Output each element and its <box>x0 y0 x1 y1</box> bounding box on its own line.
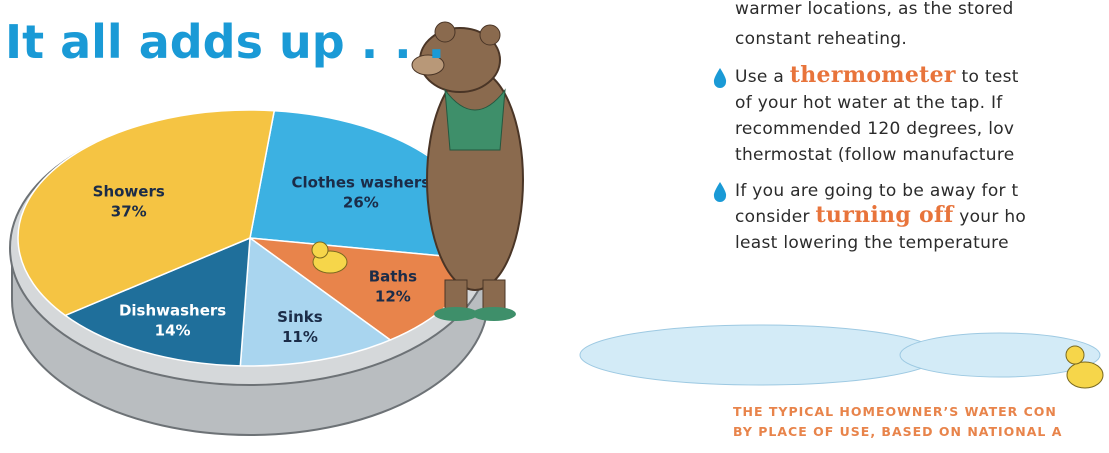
slice-value: 26% <box>343 194 379 212</box>
drop-icon <box>714 68 726 88</box>
tip-text: least lowering the temperature <box>735 233 1009 253</box>
tip-text: consider <box>735 207 815 227</box>
tip-line: recommended 120 degrees, lov <box>735 119 1014 139</box>
slice-name: Dishwashers <box>119 302 226 320</box>
chart-title: It all adds up . . . <box>5 15 445 69</box>
caption: THE TYPICAL HOMEOWNER’S WATER CON BY PLAC… <box>733 404 1062 439</box>
slice-name: Sinks <box>277 308 323 326</box>
slice-name: Showers <box>93 182 165 200</box>
tip-line: constant reheating. <box>735 29 907 49</box>
emphasis: turning off <box>815 202 954 228</box>
tip-text: thermostat (follow manufacture <box>735 145 1015 165</box>
slice-value: 14% <box>155 322 191 340</box>
puddle <box>580 325 940 385</box>
pie: Clothes washers 26% Baths 12% Sinks 11% Dishwa… <box>18 110 482 366</box>
tip-line: Use a thermometer to test <box>735 62 1019 88</box>
tip-text: Use a <box>735 67 790 87</box>
slice-value: 12% <box>375 288 411 306</box>
tip-line: of your hot water at the tap. If <box>735 93 1003 113</box>
tip-line: warmer locations, as the stored <box>735 0 1014 19</box>
tips: warmer locations, as the stored constant … <box>714 0 1026 253</box>
tip-text: to test <box>956 67 1019 87</box>
slice-value: 37% <box>111 202 147 220</box>
emphasis: thermometer <box>790 62 956 88</box>
tip-text: of your hot water at the tap. If <box>735 93 1003 113</box>
page: Clothes washers 26% Baths 12% Sinks 11% Dishwa… <box>0 0 1109 453</box>
tip-line: If you are going to be away for t <box>735 181 1019 201</box>
caption-line: BY PLACE OF USE, BASED ON NATIONAL A <box>733 424 1062 439</box>
slice-value: 11% <box>282 328 318 346</box>
tip-line: least lowering the temperature <box>735 233 1009 253</box>
caption-line: THE TYPICAL HOMEOWNER’S WATER CON <box>733 404 1057 419</box>
tip-line: consider turning off your ho <box>735 202 1026 228</box>
slice-name: Clothes washers <box>292 174 431 192</box>
tip-line: thermostat (follow manufacture <box>735 145 1015 165</box>
tip-text: recommended 120 degrees, lov <box>735 119 1014 139</box>
tip-text: If you are going to be away for t <box>735 181 1019 201</box>
tip-text: your ho <box>954 207 1027 227</box>
drop-icon <box>714 182 726 202</box>
slice-name: Baths <box>369 268 417 286</box>
